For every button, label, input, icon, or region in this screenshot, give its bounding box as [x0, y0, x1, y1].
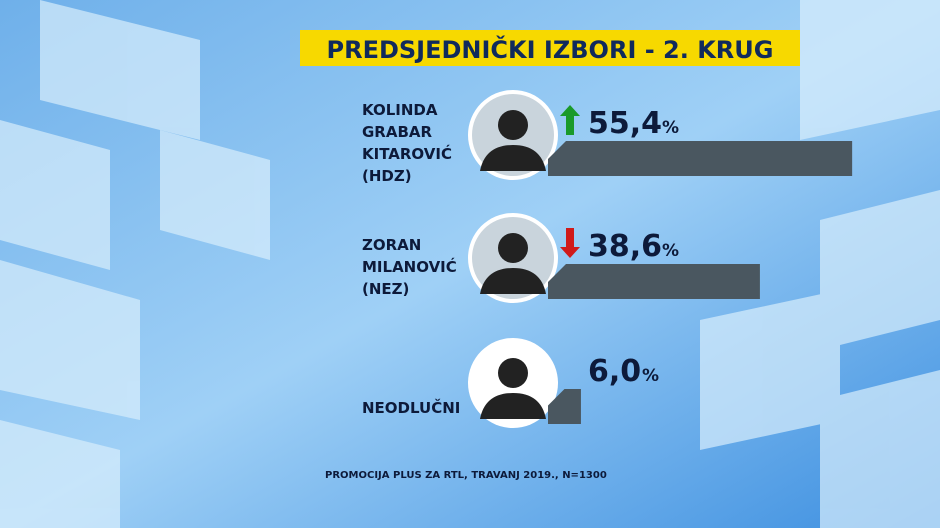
category-label: KOLINDA GRABAR KITAROVIĆ (HDZ): [362, 101, 452, 185]
value-label: 55,4: [588, 106, 662, 141]
silhouette-head: [498, 110, 528, 140]
value-label: 6,0: [588, 354, 641, 389]
source-note: PROMOCIJA PLUS ZA RTL, TRAVANJ 2019., N=…: [325, 470, 607, 481]
title-box: [300, 30, 800, 66]
bar: [548, 389, 581, 424]
silhouette-body: [480, 145, 546, 171]
bar: [548, 264, 760, 299]
category-label: NEODLUČNI: [362, 399, 461, 417]
trend-arrow: [560, 105, 580, 135]
silhouette-head: [498, 233, 528, 263]
category-label: ZORAN MILANOVIĆ (NEZ): [362, 236, 457, 298]
value-unit: %: [662, 241, 679, 261]
chart-title: PREDSJEDNIČKI IZBORI - 2. KRUG: [327, 34, 774, 64]
bar: [548, 141, 853, 176]
silhouette-body: [480, 393, 546, 419]
trend-arrow: [560, 228, 580, 258]
value-unit: %: [662, 118, 679, 138]
value-unit: %: [642, 366, 659, 386]
value-label: 38,6: [588, 229, 662, 264]
silhouette-body: [480, 268, 546, 294]
silhouette-head: [498, 358, 528, 388]
